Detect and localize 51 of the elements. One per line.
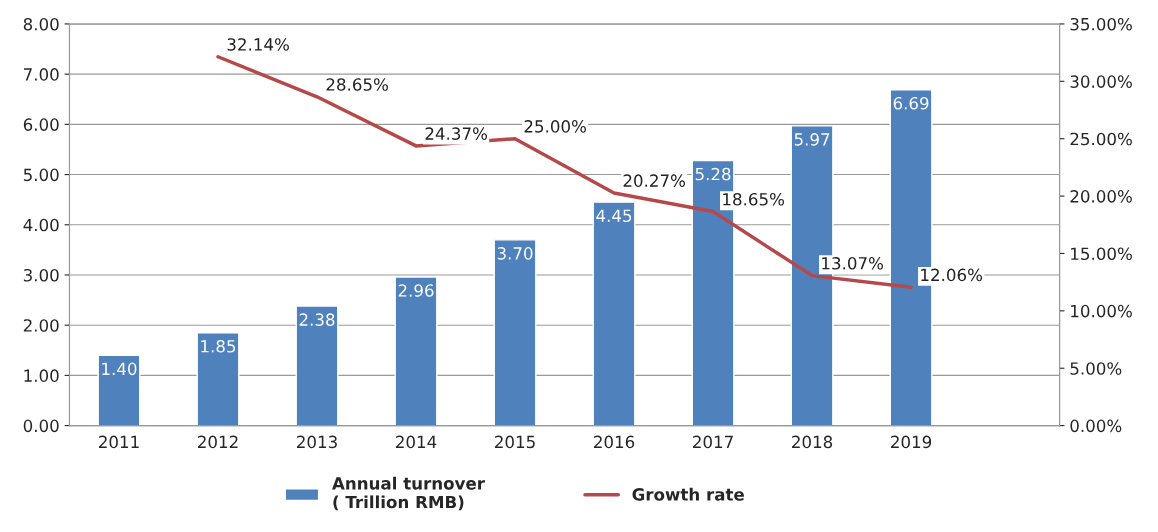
data-label: 1.40 — [102, 362, 137, 376]
y2-tick-label: 20.00% — [1070, 190, 1132, 203]
data-label: 2.38 — [299, 313, 335, 326]
x-tick-label: 2017 — [693, 435, 733, 449]
data-label: 25.00% — [524, 120, 586, 133]
x-tick-label: 2015 — [495, 435, 535, 449]
x-tick-label: 2016 — [594, 435, 635, 449]
data-label: 5.28 — [695, 167, 731, 181]
bar — [196, 332, 240, 426]
y2-tick-label: 10.00% — [1071, 304, 1132, 318]
data-label: 28.65% — [326, 78, 388, 91]
y2-tick-label: 15.00% — [1071, 247, 1132, 261]
y-tick-label: 2.00 — [23, 319, 59, 332]
y-tick-label: 8.00 — [23, 17, 59, 31]
data-label: 24.37% — [425, 127, 487, 140]
data-label: 5.97 — [794, 133, 830, 146]
y-tick-label: 7.00 — [24, 68, 59, 81]
data-label: 1.85 — [201, 339, 236, 353]
y2-tick-label: 0.00% — [1070, 419, 1122, 433]
data-label: 18.65% — [723, 192, 784, 206]
bar — [592, 201, 636, 426]
data-label: 20.27% — [623, 174, 685, 187]
x-tick-label: 2014 — [396, 435, 437, 449]
bar — [493, 239, 537, 426]
y-tick-label: 5.00 — [23, 168, 59, 182]
legend-label: Annual turnover ( Trillion RMB) — [332, 476, 485, 511]
bar — [394, 276, 438, 426]
y-tick-label: 0.00 — [23, 419, 59, 433]
y2-tick-label: 30.00% — [1070, 75, 1132, 88]
x-tick-label: 2012 — [198, 435, 238, 449]
data-label: 6.69 — [893, 96, 929, 110]
y-tick-label: 1.00 — [24, 369, 59, 382]
y2-tick-label: 35.00% — [1070, 17, 1132, 31]
bar — [295, 305, 339, 426]
bar — [97, 354, 141, 426]
y-tick-label: 3.00 — [23, 268, 59, 282]
data-label: 2.96 — [398, 284, 434, 297]
y-tick-label: 6.00 — [23, 118, 59, 131]
x-tick-label: 2019 — [891, 435, 932, 449]
x-tick-label: 2013 — [297, 435, 337, 449]
legend-label: Growth rate — [632, 487, 744, 501]
data-label: 3.70 — [497, 247, 533, 260]
x-tick-label: 2011 — [99, 435, 139, 449]
data-label: 13.07% — [822, 256, 884, 270]
data-label: 12.06% — [921, 268, 983, 282]
y2-tick-label: 25.00% — [1070, 132, 1132, 146]
x-tick-label: 2018 — [792, 435, 833, 449]
y2-tick-label: 5.00% — [1070, 362, 1122, 375]
y-tick-label: 4.00 — [23, 218, 59, 232]
data-label: 32.14% — [227, 38, 289, 51]
data-label: 4.45 — [596, 209, 632, 223]
